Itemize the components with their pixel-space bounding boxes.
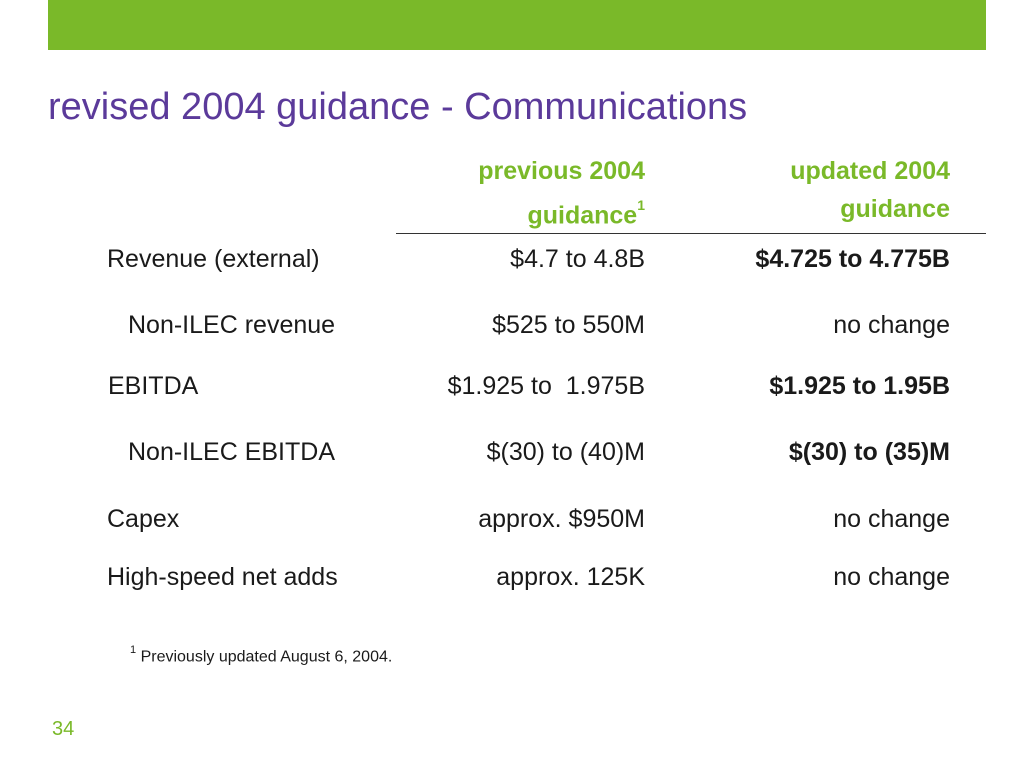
table-row: Revenue (external) $4.7 to 4.8B $4.725 t… xyxy=(0,241,1024,277)
row-label: Non-ILEC EBITDA xyxy=(128,438,336,466)
row-label: High-speed net adds xyxy=(107,563,338,591)
footnote-number: 1 xyxy=(130,644,137,656)
table-row: EBITDA $1.925 to 1.975B $1.925 to 1.95B xyxy=(0,368,1024,404)
column-header-updated-line1: updated 2004 xyxy=(790,157,950,185)
row-label: EBITDA xyxy=(108,372,199,400)
table-row: High-speed net adds approx. 125K no chan… xyxy=(0,559,1024,595)
page-number: 34 xyxy=(52,718,75,740)
table-row: Non-ILEC EBITDA $(30) to (40)M $(30) to … xyxy=(0,434,1024,470)
footnote-mark: 1 xyxy=(637,197,645,213)
row-label: Revenue (external) xyxy=(107,245,320,273)
row-label: Capex xyxy=(107,505,180,533)
column-header-previous-line2: guidance1 xyxy=(400,190,645,234)
slide-title: revised 2004 guidance - Communications xyxy=(48,86,748,128)
previous-value: approx. $950M xyxy=(478,505,645,533)
previous-value: $4.7 to 4.8B xyxy=(510,245,645,273)
column-header-updated-line2: guidance xyxy=(840,195,950,223)
header-divider xyxy=(396,233,986,234)
table-row: Non-ILEC revenue $525 to 550M no change xyxy=(0,307,1024,343)
column-header-previous-text: guidance xyxy=(527,201,638,230)
updated-value: $4.725 to 4.775B xyxy=(755,245,950,273)
column-header-previous-line1: previous 2004 xyxy=(478,157,645,185)
updated-value: no change xyxy=(833,505,950,533)
table-row: Capex approx. $950M no change xyxy=(0,501,1024,537)
previous-value: approx. 125K xyxy=(496,563,645,591)
updated-value: no change xyxy=(833,311,950,339)
column-header-previous: previous 2004 guidance1 xyxy=(400,152,645,234)
updated-value: $(30) to (35)M xyxy=(788,438,950,466)
updated-value: no change xyxy=(833,563,950,591)
footnote: 1 Previously updated August 6, 2004. xyxy=(130,644,393,666)
previous-value: $525 to 550M xyxy=(492,311,645,339)
column-header-updated: updated 2004 guidance xyxy=(680,152,950,228)
updated-value: $1.925 to 1.95B xyxy=(769,372,950,400)
row-label: Non-ILEC revenue xyxy=(128,311,336,339)
footnote-text: Previously updated August 6, 2004. xyxy=(136,648,393,666)
previous-value: $1.925 to 1.975B xyxy=(447,372,645,400)
previous-value: $(30) to (40)M xyxy=(486,438,645,466)
top-accent-bar xyxy=(48,0,986,50)
